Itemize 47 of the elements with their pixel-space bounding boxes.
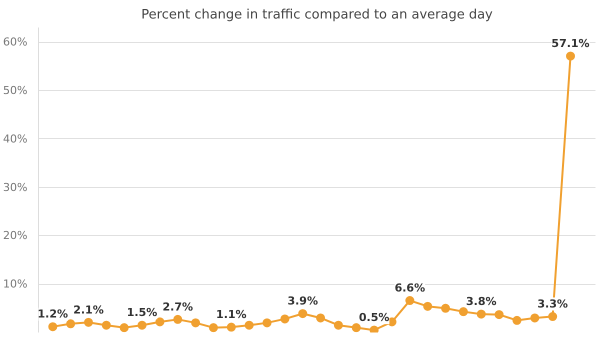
point [138,320,147,330]
point [423,302,432,311]
point [370,326,379,332]
point [441,304,450,313]
point [458,307,468,316]
point [244,320,254,330]
data-label: 3.3% [537,298,568,311]
point [566,52,576,61]
data-label: 1.2% [38,308,68,321]
chart-title: Percent change in traffic compared to an average day [141,8,494,22]
data-label: 1.5% [126,306,158,320]
point [208,323,218,332]
data-label: 3.8% [466,295,497,308]
y-tick-label: 60% [3,36,28,49]
point [316,313,326,322]
data-label: 2.1% [73,303,104,316]
data-label: 0.5% [358,311,390,324]
data-label: 57.1% [551,37,590,50]
point [226,322,236,332]
point [548,312,558,322]
data-label: 2.7% [162,300,194,314]
point [191,318,200,328]
point [298,309,308,318]
point [173,314,182,324]
point [530,313,540,322]
point [120,323,129,332]
point [262,318,272,328]
point [48,322,58,332]
point [405,296,414,306]
point [84,318,93,327]
y-tick-label: 50% [3,84,28,97]
data-label: 3.9% [287,294,318,308]
point [66,319,76,328]
point [476,310,486,319]
point [102,320,111,330]
point [352,323,361,332]
y-tick-label: 40% [3,132,28,146]
y-tick-label: 10% [3,278,28,291]
y-tick-label: 20% [3,229,28,242]
point [280,314,290,324]
point [334,320,343,330]
point [512,316,522,325]
data-label: 6.6% [394,282,426,295]
point [155,317,164,326]
point [494,310,504,320]
y-tick-label: 30% [3,180,28,194]
data-label: 1.1% [216,308,247,322]
